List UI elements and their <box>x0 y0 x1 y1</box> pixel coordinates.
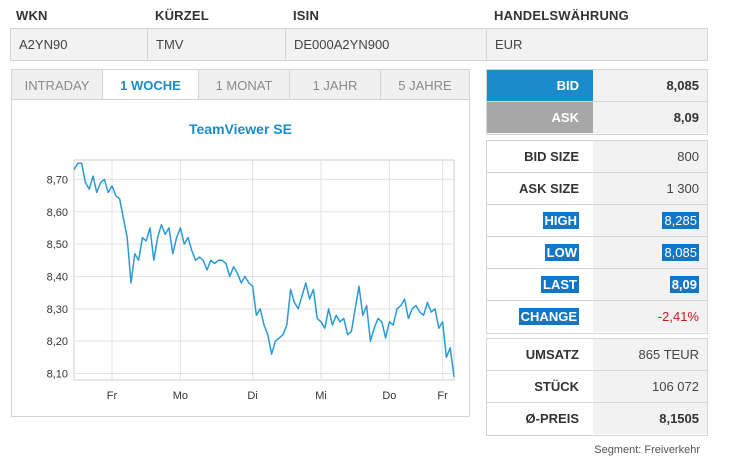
y-tick-label: 8,50 <box>47 239 68 251</box>
isin-header: ISIN <box>293 8 320 23</box>
stueck-label: STÜCK <box>534 379 579 394</box>
plot-area <box>73 159 455 381</box>
x-tick-label: Fr <box>107 390 118 402</box>
last-value: 8,09 <box>669 276 699 293</box>
umsatz-label: UMSATZ <box>525 347 579 362</box>
x-tick-label: Mi <box>315 390 327 402</box>
change-value: -2,41% <box>593 301 707 332</box>
change-label: CHANGE <box>518 308 579 325</box>
info-row: A2YN90 TMV DE000A2YN900 EUR <box>10 28 708 61</box>
period-tabs: INTRADAY 1 WOCHE 1 MONAT 1 JAHR 5 JAHRE <box>11 69 470 101</box>
bid-value: 8,085 <box>593 70 707 101</box>
ask-size-row: ASK SIZE 1 300 <box>487 173 707 205</box>
x-tick-label: Mo <box>173 390 188 402</box>
umsatz-row: UMSATZ 865 TEUR <box>487 339 707 371</box>
ask-size-value: 1 300 <box>593 173 707 204</box>
y-tick-label: 8,70 <box>47 174 68 186</box>
chart-title: TeamViewer SE <box>189 121 292 137</box>
x-tick-label: Do <box>382 390 396 402</box>
wkn-header: WKN <box>16 8 48 23</box>
low-label: LOW <box>544 244 579 261</box>
umsatz-value: 865 TEUR <box>593 339 707 370</box>
x-tick-label: Fr <box>437 390 448 402</box>
y-tick-label: 8,10 <box>47 369 68 381</box>
stueck-value: 106 072 <box>593 371 707 402</box>
last-label: LAST <box>541 276 579 293</box>
ask-row: ASK 8,09 <box>487 102 707 134</box>
bid-row: BID 8,085 <box>487 70 707 102</box>
info-header: WKN KÜRZEL ISIN HANDELSWÄHRUNG <box>10 0 708 28</box>
low-row: LOW 8,085 <box>487 237 707 269</box>
kuerzel-header: KÜRZEL <box>155 8 209 23</box>
tab-intraday[interactable]: INTRADAY <box>11 69 103 100</box>
y-tick-label: 8,60 <box>47 207 68 219</box>
bid-size-value: 800 <box>593 141 707 172</box>
high-label: HIGH <box>542 212 579 229</box>
isin-value: DE000A2YN900 <box>286 29 487 60</box>
bid-size-row: BID SIZE 800 <box>487 141 707 173</box>
x-tick-label: Di <box>247 390 257 402</box>
y-tick-label: 8,40 <box>47 271 68 283</box>
chart-panel: TeamViewer SE 8,10 8,20 8,30 8,40 8,50 8,60 8,… <box>11 99 470 417</box>
change-row: CHANGE -2,41% <box>487 301 707 333</box>
price-line <box>73 162 455 377</box>
high-row: HIGH 8,285 <box>487 205 707 237</box>
currency-header: HANDELSWÄHRUNG <box>494 8 629 23</box>
last-row: LAST 8,09 <box>487 269 707 301</box>
y-tick-label: 8,30 <box>47 304 68 316</box>
stueck-row: STÜCK 106 072 <box>487 371 707 403</box>
high-value: 8,285 <box>662 212 699 229</box>
tab-5-jahre[interactable]: 5 JAHRE <box>380 69 470 100</box>
segment-footer: Segment: Freiverkehr <box>594 444 700 456</box>
ask-label: ASK <box>487 102 593 133</box>
volume-box: UMSATZ 865 TEUR STÜCK 106 072 Ø-PREIS 8,… <box>486 338 708 436</box>
y-tick-label: 8,20 <box>47 336 68 348</box>
ask-value: 8,09 <box>593 102 707 133</box>
wkn-value: A2YN90 <box>11 29 148 60</box>
low-value: 8,085 <box>662 244 699 261</box>
tab-1-monat[interactable]: 1 MONAT <box>198 69 290 100</box>
tab-1-jahr[interactable]: 1 JAHR <box>289 69 381 100</box>
bid-label: BID <box>487 70 593 101</box>
avg-price-label: Ø-PREIS <box>525 411 579 426</box>
price-chart: 8,10 8,20 8,30 8,40 8,50 8,60 8,70 Fr Mo Di Mi Do Fr <box>47 159 455 402</box>
quote-details: BID SIZE 800 ASK SIZE 1 300 HIGH 8,285 L… <box>486 140 708 334</box>
currency-value: EUR <box>495 37 523 52</box>
avg-price-value: 8,1505 <box>593 403 707 434</box>
preis-row: Ø-PREIS 8,1505 <box>487 403 707 435</box>
kuerzel-value: TMV <box>148 29 286 60</box>
bid-size-label: BID SIZE <box>524 149 579 164</box>
quote-bid-ask: BID 8,085 ASK 8,09 <box>486 69 708 135</box>
tab-1-woche[interactable]: 1 WOCHE <box>102 69 199 101</box>
ask-size-label: ASK SIZE <box>519 181 579 196</box>
